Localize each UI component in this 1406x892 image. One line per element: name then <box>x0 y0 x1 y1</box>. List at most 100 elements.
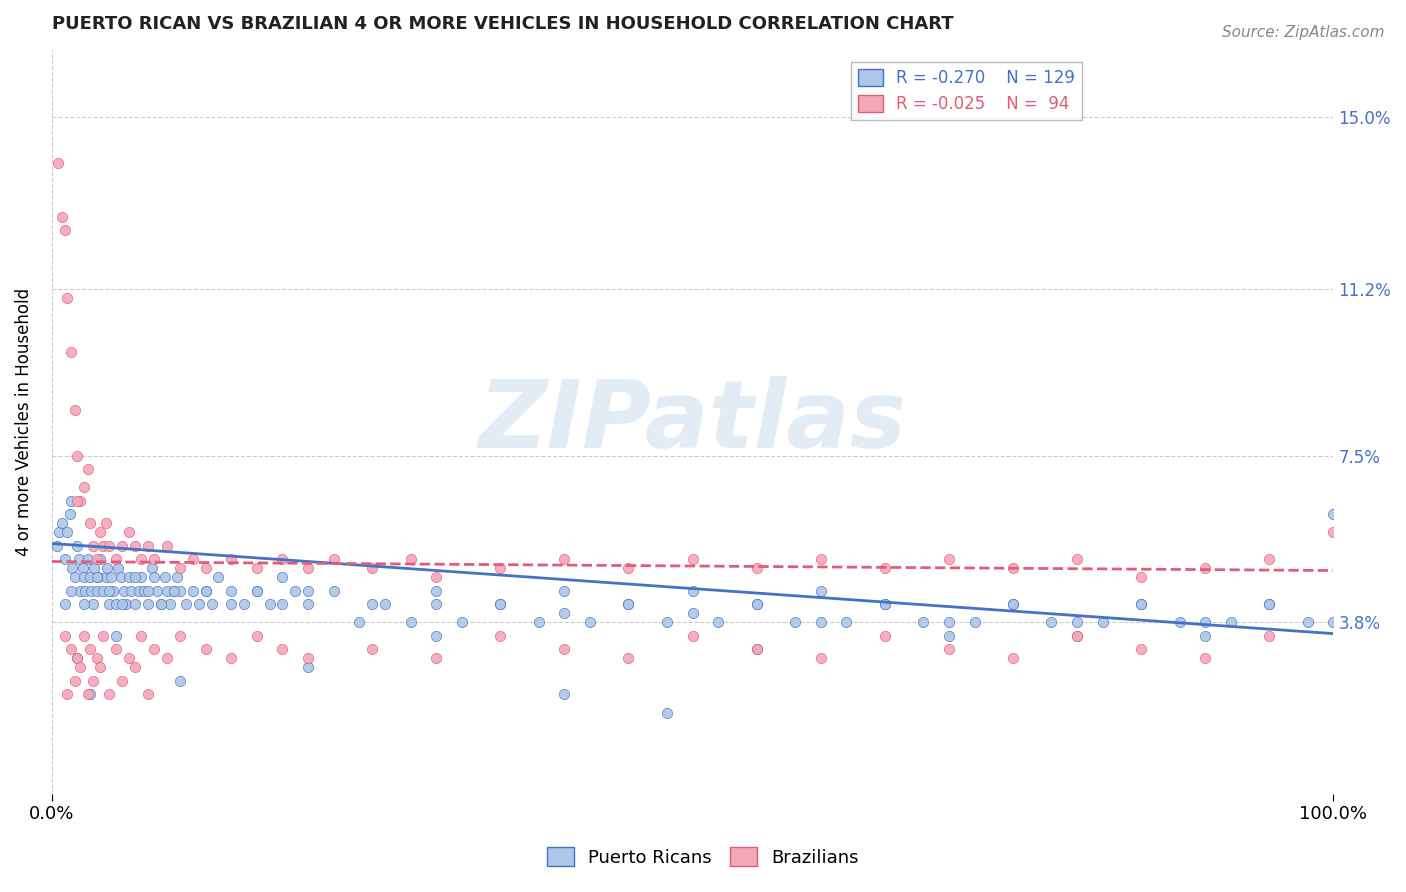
Point <box>111 673 134 688</box>
Point <box>938 615 960 630</box>
Point <box>69 660 91 674</box>
Point <box>143 552 166 566</box>
Point <box>156 583 179 598</box>
Point <box>76 552 98 566</box>
Text: PUERTO RICAN VS BRAZILIAN 4 OR MORE VEHICLES IN HOUSEHOLD CORRELATION CHART: PUERTO RICAN VS BRAZILIAN 4 OR MORE VEHI… <box>52 15 953 33</box>
Point <box>489 561 512 575</box>
Point <box>91 629 114 643</box>
Point <box>1001 561 1024 575</box>
Point <box>83 561 105 575</box>
Point <box>1066 629 1088 643</box>
Point <box>553 552 575 566</box>
Point <box>86 651 108 665</box>
Point <box>91 539 114 553</box>
Point <box>489 598 512 612</box>
Point <box>59 493 82 508</box>
Point <box>79 688 101 702</box>
Point <box>120 583 142 598</box>
Point <box>1130 598 1153 612</box>
Point <box>1258 598 1281 612</box>
Point <box>131 552 153 566</box>
Point <box>72 561 94 575</box>
Point <box>98 598 121 612</box>
Point <box>63 673 86 688</box>
Point <box>553 642 575 657</box>
Point <box>425 598 447 612</box>
Point <box>1066 629 1088 643</box>
Point <box>527 615 550 630</box>
Point <box>136 539 159 553</box>
Point <box>553 688 575 702</box>
Point <box>87 570 110 584</box>
Point <box>873 629 896 643</box>
Point <box>963 615 986 630</box>
Point <box>374 598 396 612</box>
Point <box>1258 552 1281 566</box>
Point <box>104 598 127 612</box>
Point <box>707 615 730 630</box>
Point <box>117 651 139 665</box>
Point <box>73 480 96 494</box>
Point <box>1130 598 1153 612</box>
Point <box>579 615 602 630</box>
Point <box>1130 570 1153 584</box>
Point <box>104 552 127 566</box>
Point <box>143 642 166 657</box>
Point <box>66 651 89 665</box>
Point <box>1066 552 1088 566</box>
Point <box>425 570 447 584</box>
Point <box>489 629 512 643</box>
Point <box>246 583 269 598</box>
Point <box>156 651 179 665</box>
Point <box>162 583 184 598</box>
Point <box>82 598 104 612</box>
Point <box>361 561 384 575</box>
Point <box>63 403 86 417</box>
Point <box>938 642 960 657</box>
Point <box>79 516 101 531</box>
Point <box>1194 651 1216 665</box>
Point <box>146 583 169 598</box>
Point <box>66 449 89 463</box>
Point <box>128 583 150 598</box>
Point <box>80 583 103 598</box>
Point <box>810 615 832 630</box>
Point <box>53 223 76 237</box>
Point <box>86 552 108 566</box>
Point <box>124 570 146 584</box>
Point <box>233 598 256 612</box>
Point <box>162 583 184 598</box>
Point <box>349 615 371 630</box>
Point <box>96 561 118 575</box>
Point <box>1091 615 1114 630</box>
Point <box>682 583 704 598</box>
Point <box>98 688 121 702</box>
Point <box>166 570 188 584</box>
Point <box>873 561 896 575</box>
Point <box>194 583 217 598</box>
Point <box>94 570 117 584</box>
Point <box>46 155 69 169</box>
Point <box>98 583 121 598</box>
Point <box>1066 615 1088 630</box>
Point <box>66 539 89 553</box>
Point <box>76 688 98 702</box>
Point <box>73 629 96 643</box>
Point <box>553 607 575 621</box>
Point <box>103 583 125 598</box>
Point <box>104 629 127 643</box>
Point <box>873 598 896 612</box>
Point <box>297 561 319 575</box>
Point <box>219 651 242 665</box>
Text: ZIPatlas: ZIPatlas <box>478 376 907 467</box>
Point <box>124 660 146 674</box>
Point <box>79 642 101 657</box>
Point <box>86 583 108 598</box>
Point <box>297 583 319 598</box>
Point <box>361 642 384 657</box>
Point <box>69 493 91 508</box>
Point <box>112 583 135 598</box>
Point <box>655 615 678 630</box>
Point <box>89 552 111 566</box>
Point <box>617 598 640 612</box>
